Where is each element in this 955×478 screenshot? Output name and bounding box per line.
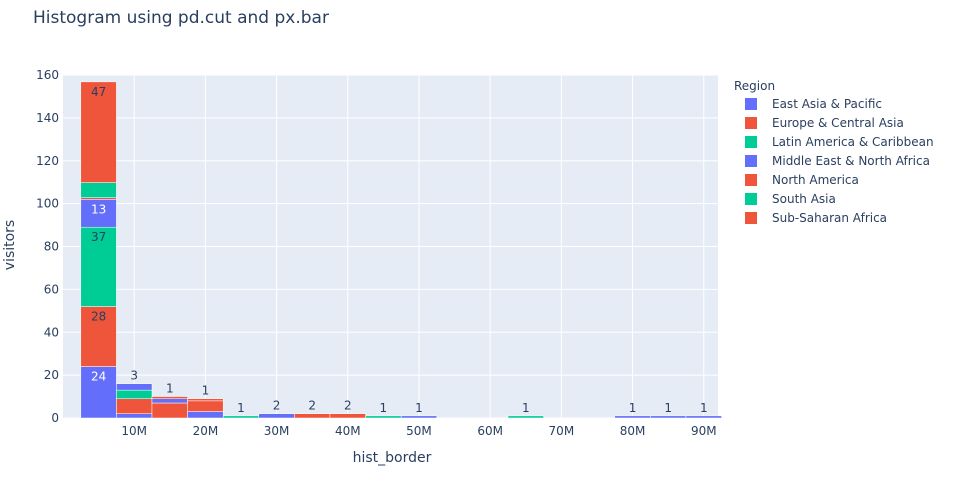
y-tick-label: 60 [44, 282, 59, 296]
x-axis-title: hist_border [353, 450, 432, 466]
bar-value-label: 2 [273, 399, 281, 413]
chart-title: Histogram using pd.cut and px.bar [33, 8, 329, 28]
bar-value-label: 1 [700, 401, 708, 415]
bar-segment [80, 182, 117, 198]
legend-item[interactable]: North America [745, 173, 859, 187]
legend-swatch [745, 98, 757, 110]
bar-segment [614, 415, 651, 419]
y-tick-label: 160 [36, 68, 59, 82]
legend-label: Middle East & North Africa [772, 154, 930, 168]
y-tick-label: 20 [44, 368, 59, 382]
bar-value-label: 3 [130, 369, 138, 383]
y-axis-title: visitors [2, 220, 18, 270]
legend-item[interactable]: Sub-Saharan Africa [745, 211, 887, 225]
bar-value-label: 47 [91, 85, 106, 99]
x-tick-label: 40M [335, 424, 361, 438]
bar-segment [222, 415, 260, 419]
bar-value-label: 1 [522, 401, 530, 415]
bar-segment [187, 400, 224, 412]
legend-label: South Asia [772, 192, 836, 206]
bar-segment [151, 398, 188, 404]
bar-label-group: 24 28 37 13 47 3 1 1 1 2 2 2 1 1 1 1 1 1 [91, 85, 708, 415]
legend-item[interactable]: Europe & Central Asia [745, 116, 904, 130]
bar-value-label: 2 [344, 399, 352, 413]
bar-group [80, 81, 722, 419]
legend-item[interactable]: Middle East & North Africa [745, 154, 930, 168]
y-tick-label: 120 [36, 154, 59, 168]
x-tick-label: 60M [477, 424, 503, 438]
y-tick-label: 100 [36, 197, 59, 211]
legend-label: North America [772, 173, 859, 187]
legend-swatch [745, 136, 757, 148]
grid-lines [63, 74, 718, 419]
bar-value-label: 28 [91, 310, 106, 324]
bar-segment [116, 413, 153, 419]
legend[interactable]: Region East Asia & Pacific Europe & Centr… [734, 79, 934, 225]
bar-value-label: 13 [91, 202, 106, 216]
bar-segment [685, 415, 722, 419]
legend-swatch [745, 117, 757, 129]
x-tick-label: 10M [121, 424, 147, 438]
x-tick-label: 70M [549, 424, 575, 438]
bar-segment [187, 411, 224, 419]
legend-label: Latin America & Caribbean [772, 135, 934, 149]
bar-segment [329, 413, 366, 419]
bar-segment [80, 197, 117, 200]
x-tick-label: 20M [193, 424, 219, 438]
bar-segment [151, 396, 188, 399]
bar-value-label: 1 [166, 382, 174, 396]
bar-value-label: 1 [629, 401, 637, 415]
y-tick-label: 40 [44, 325, 59, 339]
y-tick-label: 0 [51, 411, 59, 425]
legend-item[interactable]: South Asia [745, 192, 836, 206]
legend-swatch [745, 155, 757, 167]
legend-label: Europe & Central Asia [772, 116, 904, 130]
axes: 0 20 40 60 80 100 120 140 160 10M 20M 30M 40M 50M 60M 7… [36, 68, 716, 438]
bar-segment [400, 415, 438, 419]
legend-label: Sub-Saharan Africa [772, 211, 887, 225]
bar-segment [80, 81, 117, 183]
bar-value-label: 1 [202, 384, 210, 398]
bar-value-label: 37 [91, 230, 106, 244]
legend-swatch [745, 212, 757, 224]
y-tick-label: 140 [36, 111, 59, 125]
bar-value-label: 1 [380, 401, 388, 415]
bar-segment [116, 398, 153, 414]
bar-segment [116, 389, 153, 399]
x-tick-label: 30M [264, 424, 290, 438]
bar-segment [650, 415, 687, 419]
bar-value-label: 1 [415, 401, 423, 415]
legend-title: Region [734, 79, 775, 93]
bar-segment [294, 413, 331, 419]
bar-segment [187, 398, 224, 402]
legend-swatch [745, 174, 757, 186]
bar-segment [507, 415, 544, 419]
bar-segment [365, 415, 402, 419]
bar-value-label: 1 [664, 401, 672, 415]
bar-segment [80, 306, 117, 367]
legend-label: East Asia & Pacific [772, 97, 882, 111]
bar-segment [151, 402, 188, 419]
x-tick-label: 90M [691, 424, 717, 438]
bar-segment [258, 413, 295, 419]
bar-segment [116, 383, 153, 391]
x-tick-label: 50M [406, 424, 432, 438]
y-tick-label: 80 [44, 240, 59, 254]
legend-item[interactable]: East Asia & Pacific [745, 97, 882, 111]
x-tick-label: 80M [620, 424, 646, 438]
legend-swatch [745, 193, 757, 205]
legend-item[interactable]: Latin America & Caribbean [745, 135, 934, 149]
bar-value-label: 2 [308, 399, 316, 413]
bar-value-label: 24 [91, 370, 106, 384]
bar-value-label: 1 [237, 401, 245, 415]
